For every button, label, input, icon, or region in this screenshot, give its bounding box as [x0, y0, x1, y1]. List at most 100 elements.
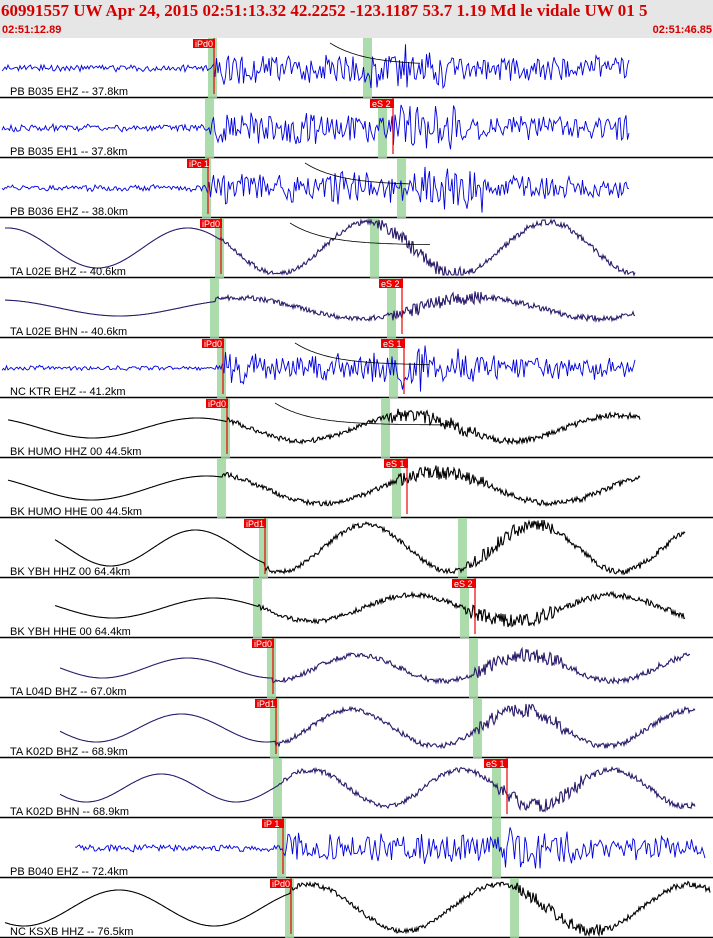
p-pick-flag[interactable]	[255, 699, 277, 708]
p-pick-label: iP 1	[264, 819, 279, 829]
p-window-shade	[221, 398, 230, 458]
p-pick-flag[interactable]	[252, 639, 274, 648]
p-pick-label: iPd0	[208, 399, 226, 409]
p-pick-flag[interactable]	[244, 519, 266, 528]
s-pick-flag[interactable]	[452, 579, 476, 588]
trace-panel[interactable]: eS 1 BK HUMO HHE 00 44.5km	[0, 458, 713, 519]
s-window-shade	[381, 398, 390, 458]
trace-panel[interactable]: eS 2 PB B035 EH1 -- 37.8km	[0, 98, 713, 159]
coda-curve	[329, 42, 421, 64]
trace-panel[interactable]: iPd0 BK HUMO HHZ 00 44.5km	[0, 398, 713, 459]
s-pick-label: eS 2	[372, 99, 391, 109]
p-pick-flag[interactable]	[200, 219, 222, 228]
station-label: TA L04D BHZ -- 67.0km	[10, 686, 127, 698]
p-pick-flag[interactable]	[193, 39, 215, 48]
s-pick-label: eS 1	[486, 759, 505, 769]
p-pick-flag[interactable]	[202, 339, 224, 348]
p-window-shade	[277, 818, 286, 878]
s-window-shade	[392, 458, 401, 518]
trace-panel[interactable]: iPd0 TA L04D BHZ -- 67.0km	[0, 638, 713, 699]
waveform	[59, 646, 691, 685]
event-header: 60991557 UW Apr 24, 2015 02:51:13.32 42.…	[0, 0, 713, 38]
trace-panel[interactable]: eS 2 TA L02E BHN -- 40.6km	[0, 278, 713, 339]
s-window-shade	[389, 338, 398, 398]
station-label: TA K02D BHZ -- 68.9km	[10, 746, 128, 758]
trace-panel[interactable]: iPd1 TA K02D BHZ -- 68.9km	[0, 698, 713, 759]
trace-panel[interactable]: eS 2 BK YBH HHE 00 64.4km	[0, 578, 713, 639]
s-window-shade	[378, 98, 387, 158]
station-label: PB B040 EHZ -- 72.4km	[10, 866, 128, 878]
waveform	[74, 827, 706, 869]
s-pick-flag[interactable]	[379, 279, 403, 288]
trace-panel[interactable]: iPd1 BK YBH HHZ 00 64.4km	[0, 518, 713, 579]
trace-panel[interactable]: iP 1 PB B040 EHZ -- 72.4km	[0, 818, 713, 879]
coda-curve	[304, 162, 410, 185]
station-label: BK YBH HHE 00 64.4km	[10, 626, 131, 638]
s-pick-flag[interactable]	[381, 339, 405, 348]
trace-panel[interactable]: iPd0 NC KSXB HHZ -- 76.5km	[0, 878, 713, 938]
trace-panel[interactable]: eS 1 TA K02D BHN -- 68.9km	[0, 758, 713, 819]
s-pick-flag[interactable]	[384, 459, 408, 468]
start-time: 02:51:12.89	[2, 24, 62, 36]
p-pick-label: iPd1	[257, 699, 275, 709]
coda-curve	[294, 342, 429, 365]
p-window-shade	[215, 218, 224, 278]
p-window-shade	[210, 278, 219, 338]
trace-panel[interactable]: iPd0 eS 1 NC KTR EHZ -- 41.2km	[0, 338, 713, 399]
s-pick-flag[interactable]	[484, 759, 508, 768]
p-window-shade	[273, 758, 282, 818]
station-label: TA L02E BHZ -- 40.6km	[10, 266, 126, 278]
s-window-shade	[469, 638, 478, 698]
coda-curve	[289, 222, 430, 245]
station-label: TA K02D BHN -- 68.9km	[10, 806, 129, 818]
station-label: PB B035 EH1 -- 37.8km	[10, 146, 127, 158]
trace-panel[interactable]: iPc 1 PB B036 EHZ -- 38.0km	[0, 158, 713, 219]
seismogram-panel[interactable]: iPd0 PB B035 EHZ -- 37.8km eS 2 PB B035 EH1…	[0, 38, 713, 938]
p-pick-flag[interactable]	[270, 879, 292, 888]
waveform	[7, 408, 641, 446]
p-window-shade	[208, 38, 217, 98]
station-label: BK HUMO HHE 00 44.5km	[10, 506, 142, 518]
s-window-shade	[370, 218, 379, 278]
s-pick-label: eS 1	[383, 339, 402, 349]
s-window-shade	[492, 758, 501, 818]
waveform	[54, 590, 686, 628]
station-label: NC KTR EHZ -- 41.2km	[10, 386, 126, 398]
s-pick-flag[interactable]	[370, 99, 394, 108]
station-label: BK HUMO HHZ 00 44.5km	[10, 446, 141, 458]
station-label: PB B036 EHZ -- 38.0km	[10, 206, 128, 218]
s-pick-label: eS 2	[381, 279, 400, 289]
p-pick-label: iPd1	[246, 519, 264, 529]
event-title: 60991557 UW Apr 24, 2015 02:51:13.32 42.…	[1, 1, 648, 20]
station-label: PB B035 EHZ -- 37.8km	[10, 86, 128, 98]
p-window-shade	[202, 158, 211, 218]
waveform	[54, 519, 686, 576]
p-pick-flag[interactable]	[262, 819, 284, 828]
waveform	[1, 345, 636, 392]
waveform	[5, 291, 636, 323]
waveform	[1, 44, 630, 90]
p-window-shade	[259, 518, 268, 578]
p-window-shade	[270, 698, 279, 758]
end-time: 02:51:46.85	[652, 24, 712, 36]
waveform	[1, 104, 630, 150]
p-pick-label: iPd0	[195, 39, 213, 49]
s-window-shade	[510, 878, 519, 938]
station-label: NC KSXB HHZ -- 76.5km	[10, 926, 133, 938]
s-window-shade	[458, 518, 467, 578]
waveform	[59, 766, 696, 813]
p-window-shade	[253, 578, 262, 638]
s-window-shade	[363, 38, 372, 98]
p-pick-label: iPd0	[272, 879, 290, 889]
p-pick-flag[interactable]	[206, 399, 228, 408]
trace-panel[interactable]: iPd0 PB B035 EHZ -- 37.8km	[0, 38, 713, 99]
p-pick-label: iPd0	[204, 339, 222, 349]
p-pick-flag[interactable]	[187, 159, 209, 168]
p-pick-label: iPd0	[202, 219, 220, 229]
s-pick-label: eS 1	[386, 459, 405, 469]
waveform	[1, 166, 630, 213]
trace-panel[interactable]: iPd0 TA L02E BHZ -- 40.6km	[0, 217, 713, 279]
p-window-shade	[267, 638, 276, 698]
p-window-shade	[285, 878, 294, 938]
p-pick-label: iPd0	[254, 639, 272, 649]
